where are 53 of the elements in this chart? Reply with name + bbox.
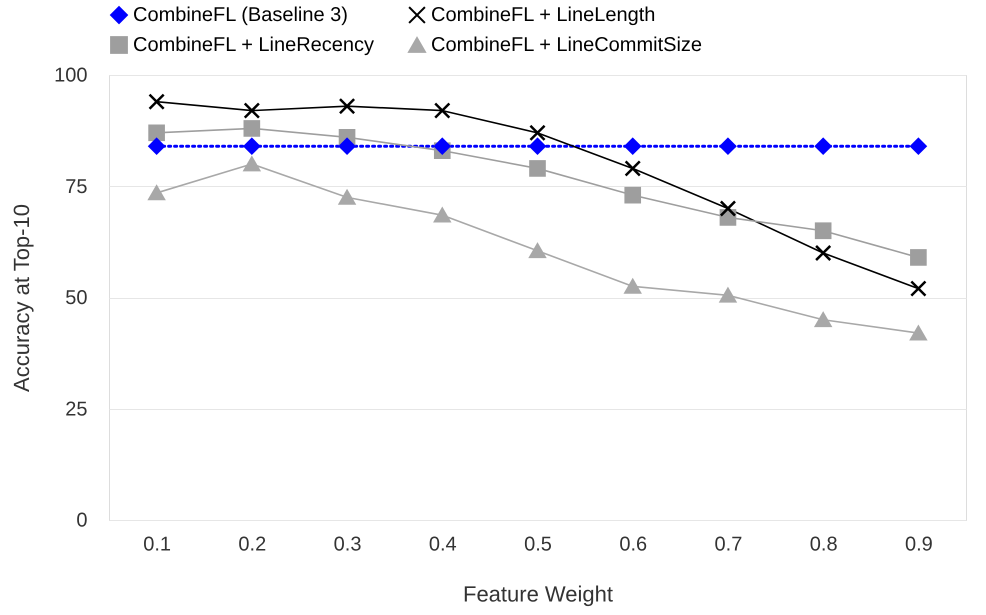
legend-label: CombineFL (Baseline 3): [133, 4, 348, 26]
point: [434, 208, 451, 223]
point: [624, 279, 642, 294]
point: [244, 120, 260, 137]
point: [244, 156, 260, 172]
point: [529, 243, 546, 258]
point: [814, 244, 832, 262]
point: [148, 138, 165, 155]
point: [910, 280, 927, 297]
point: [434, 138, 451, 155]
point: [244, 102, 260, 119]
point: [529, 124, 546, 142]
x-tick-label: 0.6: [619, 534, 648, 556]
y-tick-label: 50: [65, 287, 88, 309]
point: [434, 102, 451, 119]
point: [720, 288, 736, 303]
point: [910, 326, 927, 340]
x-tick-label: 0.1: [143, 534, 172, 556]
point: [814, 138, 832, 155]
point: [814, 222, 832, 240]
x-axis-title: Feature Weight: [462, 582, 614, 606]
y-tick-label: 75: [65, 176, 88, 198]
x-tick-label: 0.7: [714, 534, 742, 556]
point: [338, 138, 356, 155]
point: [720, 138, 736, 155]
y-axis-title: Accuracy at Top-10: [9, 204, 34, 392]
point: [910, 249, 927, 266]
point: [338, 190, 356, 205]
point: [148, 186, 165, 200]
x-tick-label: 0.3: [334, 534, 362, 556]
point: [624, 160, 642, 177]
legend-label: CombineFL + LineCommitSize: [431, 34, 702, 56]
x-tick-label: 0.5: [524, 534, 552, 556]
x-tick-label: 0.9: [904, 534, 933, 556]
point: [148, 124, 165, 142]
point: [338, 98, 356, 114]
legend-label: CombineFL + LineRecency: [133, 34, 374, 56]
x-tick-label: 0.2: [238, 534, 266, 556]
point: [244, 138, 260, 155]
point: [624, 186, 642, 204]
point: [910, 138, 927, 155]
x-tick-label: 0.8: [810, 534, 838, 556]
y-tick-label: 100: [54, 64, 88, 86]
point: [148, 93, 165, 110]
point: [529, 138, 546, 155]
y-tick-label: 0: [76, 510, 88, 532]
point: [720, 200, 736, 217]
legend-label: CombineFL + LineLength: [431, 4, 656, 26]
point: [624, 138, 642, 155]
point: [529, 160, 546, 177]
y-tick-label: 25: [65, 398, 88, 420]
point: [814, 312, 832, 328]
x-tick-label: 0.4: [428, 534, 457, 556]
